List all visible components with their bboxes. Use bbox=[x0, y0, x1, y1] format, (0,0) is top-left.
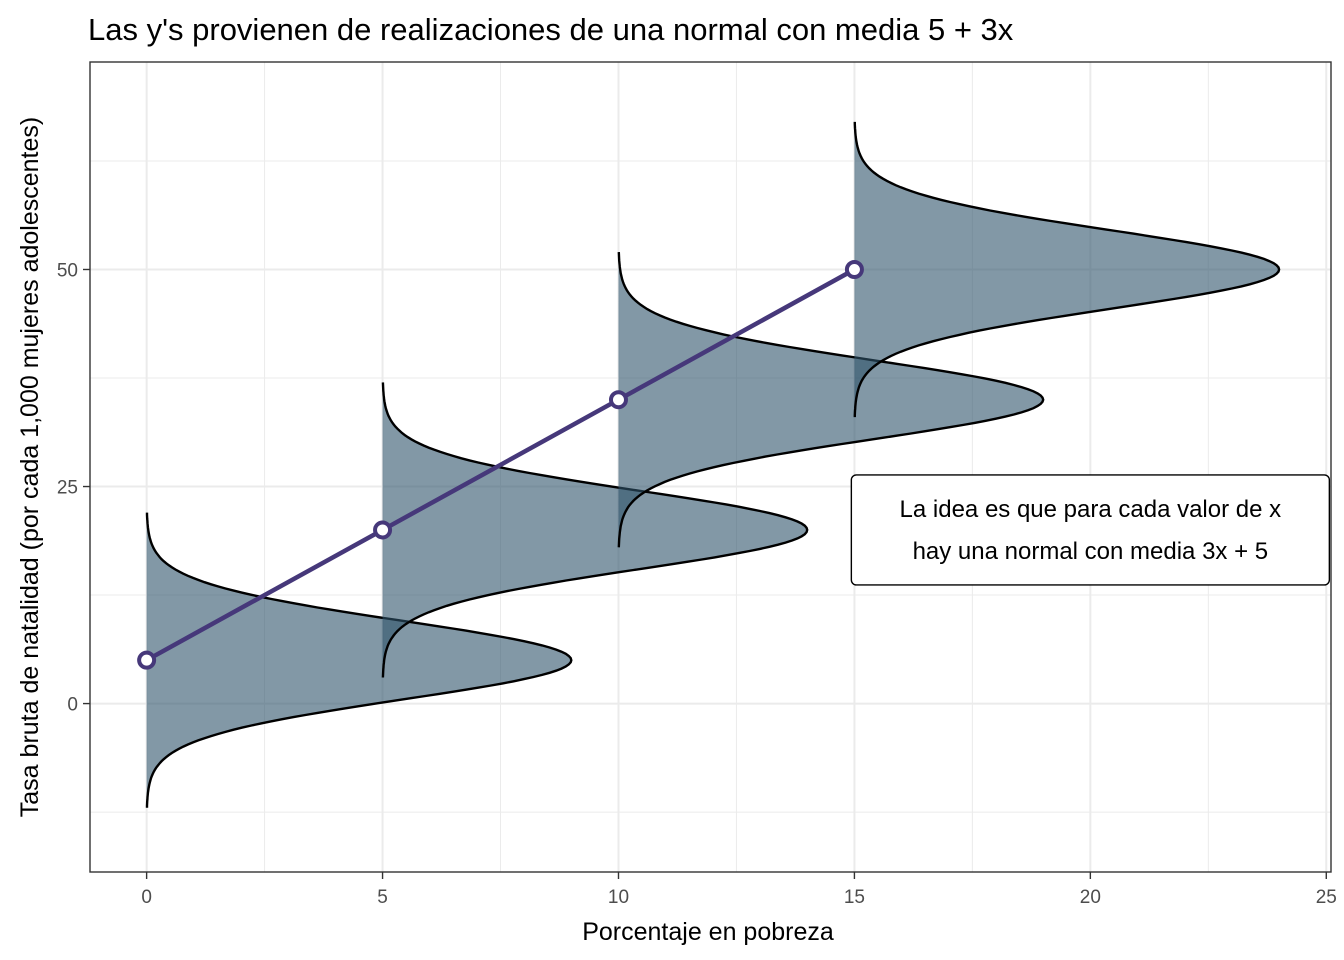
axes: 0 5 10 15 20 25 0 25 50 bbox=[57, 260, 1337, 908]
mean-line-group bbox=[137, 259, 864, 670]
annotation-line: La idea es que para cada valor de x bbox=[900, 496, 1282, 523]
density-outline bbox=[617, 252, 1045, 548]
x-tick-label: 15 bbox=[844, 887, 865, 908]
annotation-frame bbox=[850, 474, 1331, 586]
x-tick-label: 0 bbox=[141, 887, 152, 908]
density-outline bbox=[853, 121, 1281, 418]
y-tick-label: 25 bbox=[57, 478, 78, 499]
y-tick-label: 50 bbox=[57, 260, 78, 281]
density-outline bbox=[145, 512, 573, 808]
mean-line bbox=[145, 267, 856, 663]
density-fill bbox=[854, 121, 1280, 418]
y-tick-label: 0 bbox=[67, 695, 78, 716]
mean-point bbox=[608, 390, 628, 410]
mean-point bbox=[373, 520, 393, 540]
annotation-box: La idea es que para cada valor de x hay u… bbox=[850, 474, 1331, 586]
density-fill bbox=[382, 382, 808, 678]
x-tick-label: 25 bbox=[1316, 887, 1337, 908]
x-tick-label: 10 bbox=[608, 887, 629, 908]
x-axis-title: Porcentaje en pobreza bbox=[582, 918, 834, 946]
panel-border bbox=[89, 61, 1332, 873]
annotation-line: hay una normal con media 3x + 5 bbox=[913, 538, 1269, 565]
density-curves bbox=[145, 121, 1281, 808]
density-fill bbox=[146, 512, 572, 808]
density-outline bbox=[381, 382, 809, 678]
mean-point bbox=[844, 259, 864, 279]
chart-title: Las y's provienen de realizaciones de un… bbox=[88, 12, 1014, 47]
grid bbox=[90, 62, 1331, 872]
mean-point bbox=[137, 650, 157, 670]
x-tick-label: 20 bbox=[1080, 887, 1101, 908]
density-fill bbox=[618, 252, 1044, 548]
y-axis-title: Tasa bruta de natalidad (por cada 1,000 … bbox=[16, 117, 44, 817]
x-tick-label: 5 bbox=[377, 887, 388, 908]
